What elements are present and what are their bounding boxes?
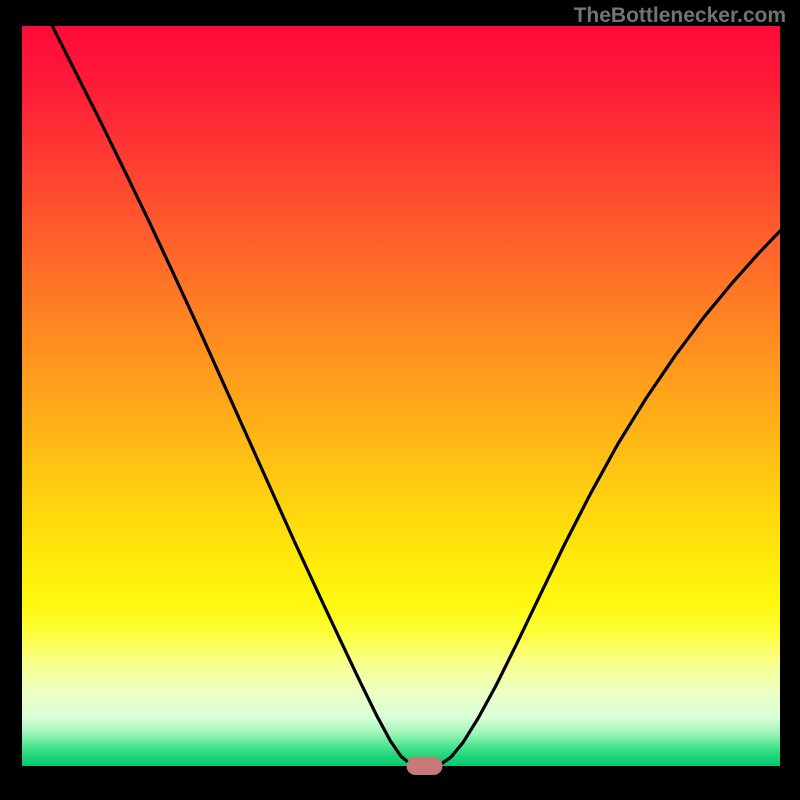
optimum-marker — [407, 757, 443, 775]
chart-canvas: TheBottlenecker.com — [0, 0, 800, 800]
gradient-background — [22, 26, 780, 766]
watermark-text: TheBottlenecker.com — [574, 4, 786, 28]
bottleneck-chart — [0, 0, 800, 800]
